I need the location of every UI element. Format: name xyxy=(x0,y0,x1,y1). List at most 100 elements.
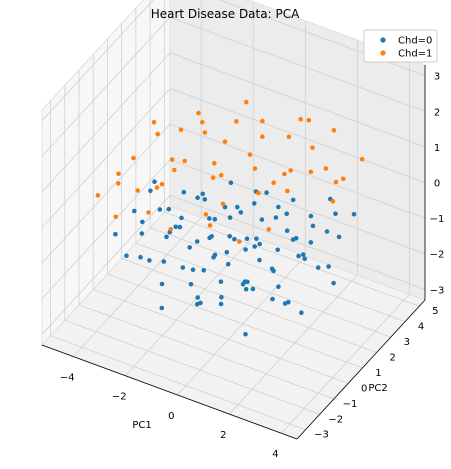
data-point-chd0 xyxy=(212,252,218,258)
data-point-chd0 xyxy=(190,267,196,273)
data-point-chd0 xyxy=(166,206,172,212)
x-axis-line xyxy=(41,344,298,440)
data-point-chd0 xyxy=(300,252,306,257)
grid-line-y-floor xyxy=(149,227,406,322)
grid-line-y-floor xyxy=(107,273,363,369)
data-point-chd0 xyxy=(296,253,301,259)
data-point-chd1 xyxy=(310,145,315,151)
z-tick-label: 2 xyxy=(434,107,440,118)
data-point-chd1 xyxy=(155,131,160,137)
data-point-chd1 xyxy=(237,239,242,244)
data-point-chd0 xyxy=(219,294,224,300)
data-point-chd0 xyxy=(132,208,137,214)
data-point-chd0 xyxy=(235,204,240,210)
data-point-chd0 xyxy=(159,281,165,287)
data-point-chd1 xyxy=(159,182,165,187)
data-point-chd0 xyxy=(179,215,184,221)
grid-line-z-leftwall xyxy=(41,88,171,228)
data-point-chd1 xyxy=(271,180,277,185)
data-point-chd1 xyxy=(333,179,339,185)
data-point-chd1 xyxy=(260,134,265,139)
data-point-chd1 xyxy=(359,156,365,162)
grid-line-z-backwall xyxy=(169,159,426,255)
data-point-chd0 xyxy=(252,244,257,249)
data-point-chd0 xyxy=(218,279,224,285)
grid-line-y-floor xyxy=(78,304,335,400)
data-point-chd1 xyxy=(135,188,140,193)
data-point-chd1 xyxy=(218,172,224,178)
data-point-chd0 xyxy=(195,295,200,300)
y-tick-label: −2 xyxy=(328,414,343,425)
data-point-chd0 xyxy=(276,284,281,290)
data-point-chd0 xyxy=(228,180,234,185)
grid-line-x-floor xyxy=(72,217,202,357)
data-point-chd0 xyxy=(252,201,257,206)
data-point-chd1 xyxy=(244,99,249,105)
data-point-chd1 xyxy=(330,199,336,204)
grid-line-z-leftwall xyxy=(41,52,171,193)
grid-line-y-floor xyxy=(50,335,306,431)
data-point-chd0 xyxy=(113,231,118,237)
grid-line-y-floor xyxy=(121,258,377,353)
data-point-chd0 xyxy=(308,240,314,245)
data-point-chd0 xyxy=(271,268,276,274)
y-tick-label: 0 xyxy=(361,383,367,394)
data-point-chd0 xyxy=(257,241,263,247)
y-tick-label: −1 xyxy=(343,399,358,410)
grid-line-x-floor xyxy=(177,255,306,396)
data-point-chd0 xyxy=(308,213,314,219)
grid-line-z-leftwall xyxy=(41,123,171,264)
data-point-chd0 xyxy=(290,197,296,203)
data-point-chd0 xyxy=(336,234,342,240)
data-point-chd0 xyxy=(161,259,167,264)
axis-panes xyxy=(41,0,426,440)
data-point-chd0 xyxy=(276,204,281,210)
data-point-chd1 xyxy=(252,166,258,171)
data-point-chd0 xyxy=(331,280,336,286)
data-point-chd1 xyxy=(116,171,121,176)
data-point-chd1 xyxy=(169,157,175,162)
data-point-chd1 xyxy=(288,168,294,173)
data-points xyxy=(95,99,365,337)
data-point-chd0 xyxy=(177,224,183,230)
grid-line-z-leftwall xyxy=(41,159,171,299)
grid-line-z-backwall xyxy=(169,123,426,219)
data-point-chd1 xyxy=(200,120,205,125)
y-tick-label: 3 xyxy=(404,337,410,348)
data-point-chd1 xyxy=(298,116,304,122)
data-point-chd1 xyxy=(196,110,201,116)
data-point-chd0 xyxy=(259,217,265,222)
data-point-chd1 xyxy=(308,169,314,175)
data-point-chd1 xyxy=(182,158,187,164)
data-point-chd0 xyxy=(152,179,157,184)
data-point-chd1 xyxy=(151,119,157,125)
data-point-chd1 xyxy=(95,193,101,198)
data-point-chd0 xyxy=(290,237,296,242)
data-point-chd1 xyxy=(212,160,217,166)
data-point-chd0 xyxy=(200,191,205,197)
z-tick-label: 0 xyxy=(434,179,440,190)
y-tick-label: 4 xyxy=(418,322,424,333)
data-point-chd0 xyxy=(326,264,331,269)
axis-lines xyxy=(41,65,426,440)
data-point-chd0 xyxy=(139,231,145,236)
data-point-chd0 xyxy=(351,211,357,217)
data-point-chd0 xyxy=(218,301,224,307)
data-point-chd0 xyxy=(209,234,214,239)
data-point-chd0 xyxy=(212,216,218,222)
grid-line-x-floor xyxy=(229,274,358,415)
data-point-chd0 xyxy=(198,300,203,306)
grid-line-y-floor xyxy=(93,289,349,384)
grid-line-z-backwall xyxy=(169,52,426,148)
legend-marker-chd0 xyxy=(380,37,386,43)
data-point-chd1 xyxy=(260,118,265,124)
y-axis-label: PC2 xyxy=(368,383,387,394)
data-point-chd0 xyxy=(159,305,165,311)
data-point-chd0 xyxy=(124,253,129,259)
data-point-chd0 xyxy=(188,282,194,287)
x-axis-label: PC1 xyxy=(132,420,151,431)
y-tick-label: 2 xyxy=(389,353,395,364)
data-point-chd1 xyxy=(178,127,184,133)
